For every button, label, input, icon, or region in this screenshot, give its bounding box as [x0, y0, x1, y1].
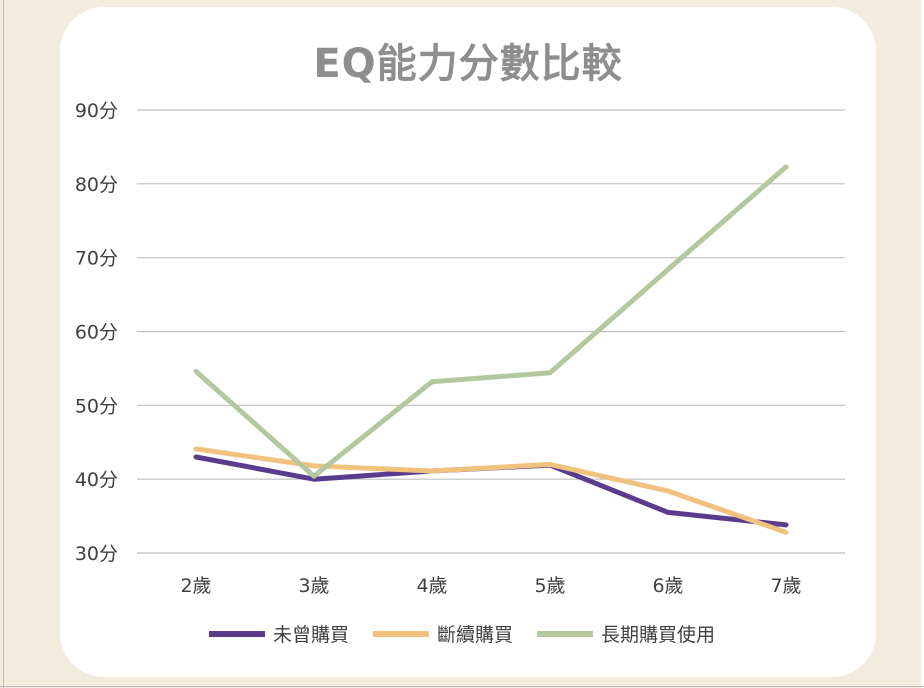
y-tick-label: 60分 [75, 322, 118, 344]
legend-swatch-longterm [537, 630, 593, 637]
legend-label: 長期購買使用 [601, 624, 716, 646]
x-tick-label: 4歲 [416, 575, 447, 597]
y-tick-label: 40分 [75, 469, 118, 491]
legend-item-never: 未曾購買 [208, 620, 349, 647]
series-line-2 [193, 164, 789, 479]
window-right-edge [921, 0, 924, 688]
x-axis-labels: 2歲 3歲 4歲 5歲 6歲 7歲 [180, 575, 801, 597]
x-tick-label: 7歲 [770, 575, 801, 597]
chart-legend: 未曾購買 斷續購買 長期購買使用 [0, 620, 924, 647]
legend-item-intermittent: 斷續購買 [372, 620, 513, 647]
window-bottom-edge [0, 686, 924, 687]
y-tick-label: 80分 [75, 174, 118, 196]
series-line-1 [193, 446, 789, 535]
window-left-edge [3, 0, 4, 688]
chart-card: EQ能力分數比較 [60, 7, 876, 677]
x-tick-label: 5歲 [534, 575, 565, 597]
gridlines [137, 109, 845, 554]
y-tick-label: 50分 [75, 395, 118, 417]
x-tick-label: 2歲 [180, 575, 211, 597]
data-series [193, 164, 789, 535]
x-tick-label: 3歲 [298, 575, 329, 597]
legend-label: 斷續購買 [436, 624, 513, 646]
legend-item-longterm: 長期購買使用 [537, 620, 715, 647]
x-tick-label: 6歲 [652, 575, 683, 597]
y-tick-label: 30分 [75, 543, 118, 565]
y-tick-label: 70分 [75, 248, 118, 270]
legend-swatch-never [208, 630, 265, 637]
chart-title: EQ能力分數比較 [313, 41, 623, 87]
legend-swatch-intermittent [372, 630, 429, 637]
legend-label: 未曾購買 [272, 624, 349, 646]
y-tick-label: 90分 [75, 100, 118, 122]
y-axis-labels: 30分 40分 50分 60分 70分 80分 90分 [75, 100, 118, 565]
